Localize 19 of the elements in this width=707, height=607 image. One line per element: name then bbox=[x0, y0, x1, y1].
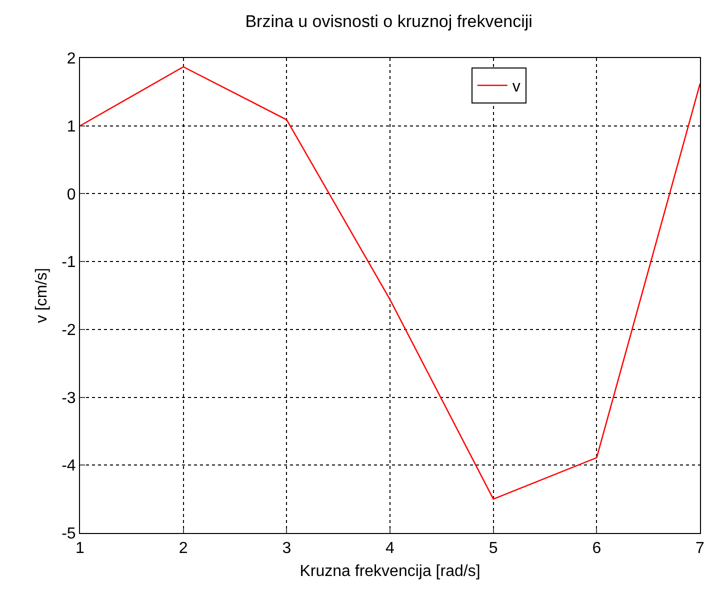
x-tick-label: 3 bbox=[282, 540, 292, 558]
x-axis-title: Kruzna frekvencija [rad/s] bbox=[300, 562, 480, 580]
y-tick-label: -1 bbox=[62, 254, 76, 272]
y-axis-title: v [cm/s] bbox=[33, 268, 50, 324]
x-tick-label: 5 bbox=[488, 540, 498, 558]
line-series bbox=[80, 66, 700, 500]
x-tick-label: 4 bbox=[386, 540, 395, 558]
x-tick-label: 7 bbox=[696, 540, 705, 558]
y-tick-label: -2 bbox=[62, 322, 76, 340]
y-tick-label: 0 bbox=[66, 186, 76, 204]
x-tick-label: 6 bbox=[592, 540, 602, 558]
y-tick-label: -3 bbox=[62, 390, 76, 407]
y-tick-label: -5 bbox=[62, 526, 76, 543]
chart-title: Brzina u ovisnosti o kruznoj frekvenciji bbox=[245, 12, 532, 32]
legend-label: v bbox=[512, 78, 520, 96]
x-tick-label: 2 bbox=[178, 540, 188, 558]
y-tick-label: 1 bbox=[66, 118, 76, 136]
y-tick-label: -4 bbox=[62, 458, 76, 475]
y-tick-label: 2 bbox=[66, 50, 76, 68]
